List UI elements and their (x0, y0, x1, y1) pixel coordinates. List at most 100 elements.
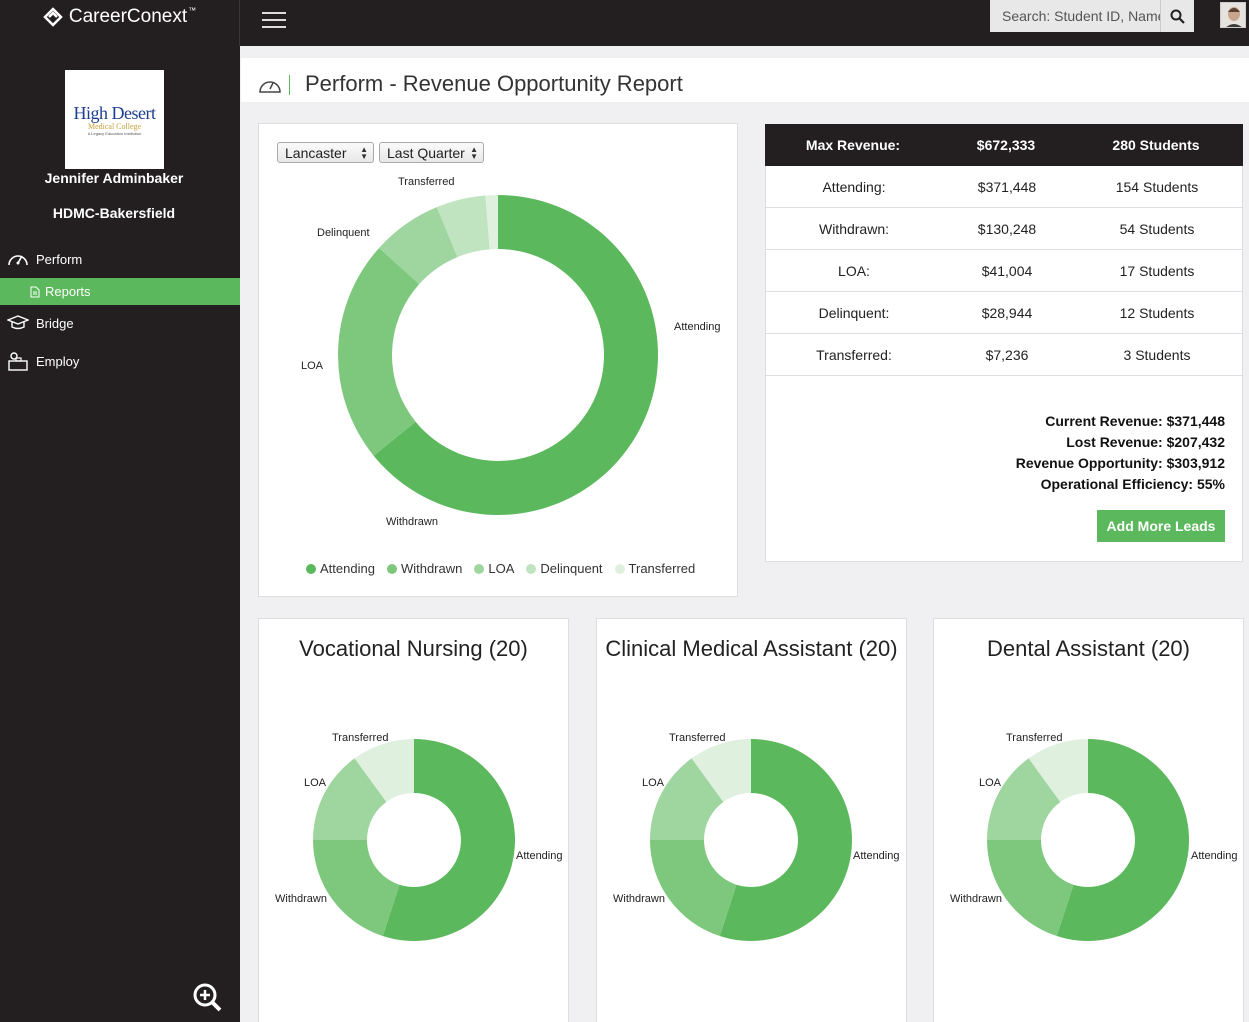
donut-slice-loa[interactable] (313, 758, 387, 840)
donut-slice-withdrawn[interactable] (650, 840, 737, 937)
search-icon (1170, 9, 1185, 24)
add-more-leads-button[interactable]: Add More Leads (1097, 510, 1225, 542)
sidebar: High Desert Medical College A Legacy Edu… (0, 46, 240, 1022)
donut-slice-withdrawn[interactable] (338, 247, 420, 456)
program-title: Dental Assistant (20) (987, 636, 1190, 661)
slice-label-attending: Attending (516, 850, 563, 862)
row-amount: $41,004 (981, 263, 1033, 279)
legend-label: Withdrawn (400, 561, 463, 576)
zoom-in-icon[interactable] (192, 982, 222, 1012)
legend-item-loa[interactable]: LOA (474, 561, 514, 576)
sidebar-item-label: Perform (36, 251, 83, 267)
slice-label-transferred: Transferred (332, 732, 389, 744)
gauge-icon (6, 250, 30, 268)
donut-slice-loa[interactable] (379, 207, 458, 285)
legend-item-attending[interactable]: Attending (306, 561, 375, 576)
legend-item-transferred[interactable]: Transferred (614, 561, 696, 576)
header-students: 280 Students (1112, 137, 1200, 153)
legend-label: Transferred (628, 561, 696, 576)
sidebar-item-label: Bridge (36, 315, 74, 331)
row-amount: $7,236 (985, 347, 1029, 363)
top-bar: CareerConext ™ (0, 0, 1249, 46)
slice-label-withdrawn: Withdrawn (613, 893, 665, 905)
sidebar-item-label: Employ (36, 353, 80, 369)
main-donut-chart (338, 195, 658, 515)
school-logo-line2: Medical College (87, 121, 142, 131)
donut-slice-transferred[interactable] (1028, 739, 1088, 802)
row-students: 17 Students (1119, 263, 1195, 279)
hamburger-menu-icon[interactable] (262, 12, 286, 30)
row-label: Withdrawn: (818, 221, 890, 237)
program-donut-chart (313, 739, 515, 941)
row-amount: $28,944 (981, 305, 1033, 321)
row-students: 3 Students (1123, 347, 1191, 363)
period-select[interactable]: Last Quarter ▲ ▼ (379, 142, 484, 163)
slice-label-withdrawn: Withdrawn (950, 893, 1002, 905)
legend-label: LOA (488, 561, 515, 576)
avatar[interactable] (1220, 2, 1246, 28)
chart-legend: Attending Withdrawn LOA Delinquent Trans… (306, 561, 707, 576)
sidebar-item-label: Reports (45, 284, 91, 299)
legend-dot (306, 563, 316, 574)
graduation-cap-icon (6, 315, 30, 331)
location-select-value: Lancaster (285, 144, 347, 161)
revenue-opportunity: Revenue Opportunity: $303,912 (1015, 455, 1225, 471)
search-input[interactable] (990, 0, 1160, 32)
document-icon (30, 286, 40, 298)
table-row: Delinquent: $28,944 12 Students (766, 292, 1242, 334)
sidebar-item-bridge[interactable]: Bridge (0, 309, 240, 337)
donut-slice-attending[interactable] (1056, 739, 1189, 941)
donut-slice-withdrawn[interactable] (313, 840, 400, 937)
school-logo-line1: High Desert (73, 102, 156, 123)
row-label: Delinquent: (818, 305, 890, 321)
school-logo-line3: A Legacy Education Institution (87, 130, 142, 136)
donut-slice-delinquent[interactable] (436, 195, 490, 258)
school-logo: High Desert Medical College A Legacy Edu… (65, 70, 164, 169)
slice-label-attending: Attending (1191, 850, 1238, 862)
donut-slice-attending[interactable] (382, 739, 515, 941)
lost-revenue: Lost Revenue: $207,432 (1066, 434, 1225, 450)
legend-item-withdrawn[interactable]: Withdrawn (386, 561, 463, 576)
location-select[interactable]: Lancaster ▲ ▼ (277, 142, 374, 163)
donut-slice-loa[interactable] (650, 758, 724, 840)
campus-name: HDMC-Bakersfield (52, 205, 176, 221)
slice-label-delinquent: Delinquent (317, 227, 370, 239)
header-amount: $672,333 (976, 137, 1036, 153)
donut-slice-loa[interactable] (987, 758, 1061, 840)
careerconext-logo-icon (43, 7, 63, 27)
table-row: LOA: $41,004 17 Students (766, 250, 1242, 292)
donut-slice-transferred[interactable] (485, 195, 498, 250)
slice-label-attending: Attending (674, 321, 721, 333)
revenue-card (765, 124, 1243, 562)
brand[interactable]: CareerConext ™ (0, 0, 240, 46)
donut-slice-transferred[interactable] (691, 739, 751, 802)
slice-label-transferred: Transferred (669, 732, 726, 744)
slice-label-transferred: Transferred (1006, 732, 1063, 744)
period-select-value: Last Quarter (387, 144, 465, 161)
slice-label-loa: LOA (304, 777, 327, 789)
donut-slice-attending[interactable] (719, 739, 852, 941)
revenue-table-header: Max Revenue: $672,333 280 Students (765, 124, 1243, 166)
row-amount: $130,248 (977, 221, 1037, 237)
slice-label-withdrawn: Withdrawn (386, 516, 438, 528)
legend-item-delinquent[interactable]: Delinquent (526, 561, 603, 576)
sidebar-item-reports[interactable]: Reports (0, 278, 240, 305)
table-row: Withdrawn: $130,248 54 Students (766, 208, 1242, 250)
donut-slice-withdrawn[interactable] (987, 840, 1074, 937)
briefcase-icon (6, 351, 30, 371)
row-label: Attending: (822, 179, 886, 195)
brand-name: CareerConext (68, 6, 188, 27)
sidebar-item-perform[interactable]: Perform (0, 245, 240, 273)
slice-label-transferred: Transferred (398, 176, 455, 188)
legend-dot (526, 563, 537, 574)
user-name: Jennifer Adminbaker (44, 170, 184, 186)
sidebar-item-employ[interactable]: Employ (0, 347, 240, 375)
slice-label-loa: LOA (642, 777, 665, 789)
donut-slice-transferred[interactable] (354, 739, 414, 802)
program-title: Clinical Medical Assistant (20) (605, 636, 898, 661)
slice-label-loa: LOA (301, 360, 324, 372)
donut-slice-attending[interactable] (373, 195, 658, 515)
search-button[interactable] (1160, 0, 1194, 32)
operational-efficiency: Operational Efficiency: 55% (1040, 476, 1225, 492)
row-students: 54 Students (1119, 221, 1195, 237)
